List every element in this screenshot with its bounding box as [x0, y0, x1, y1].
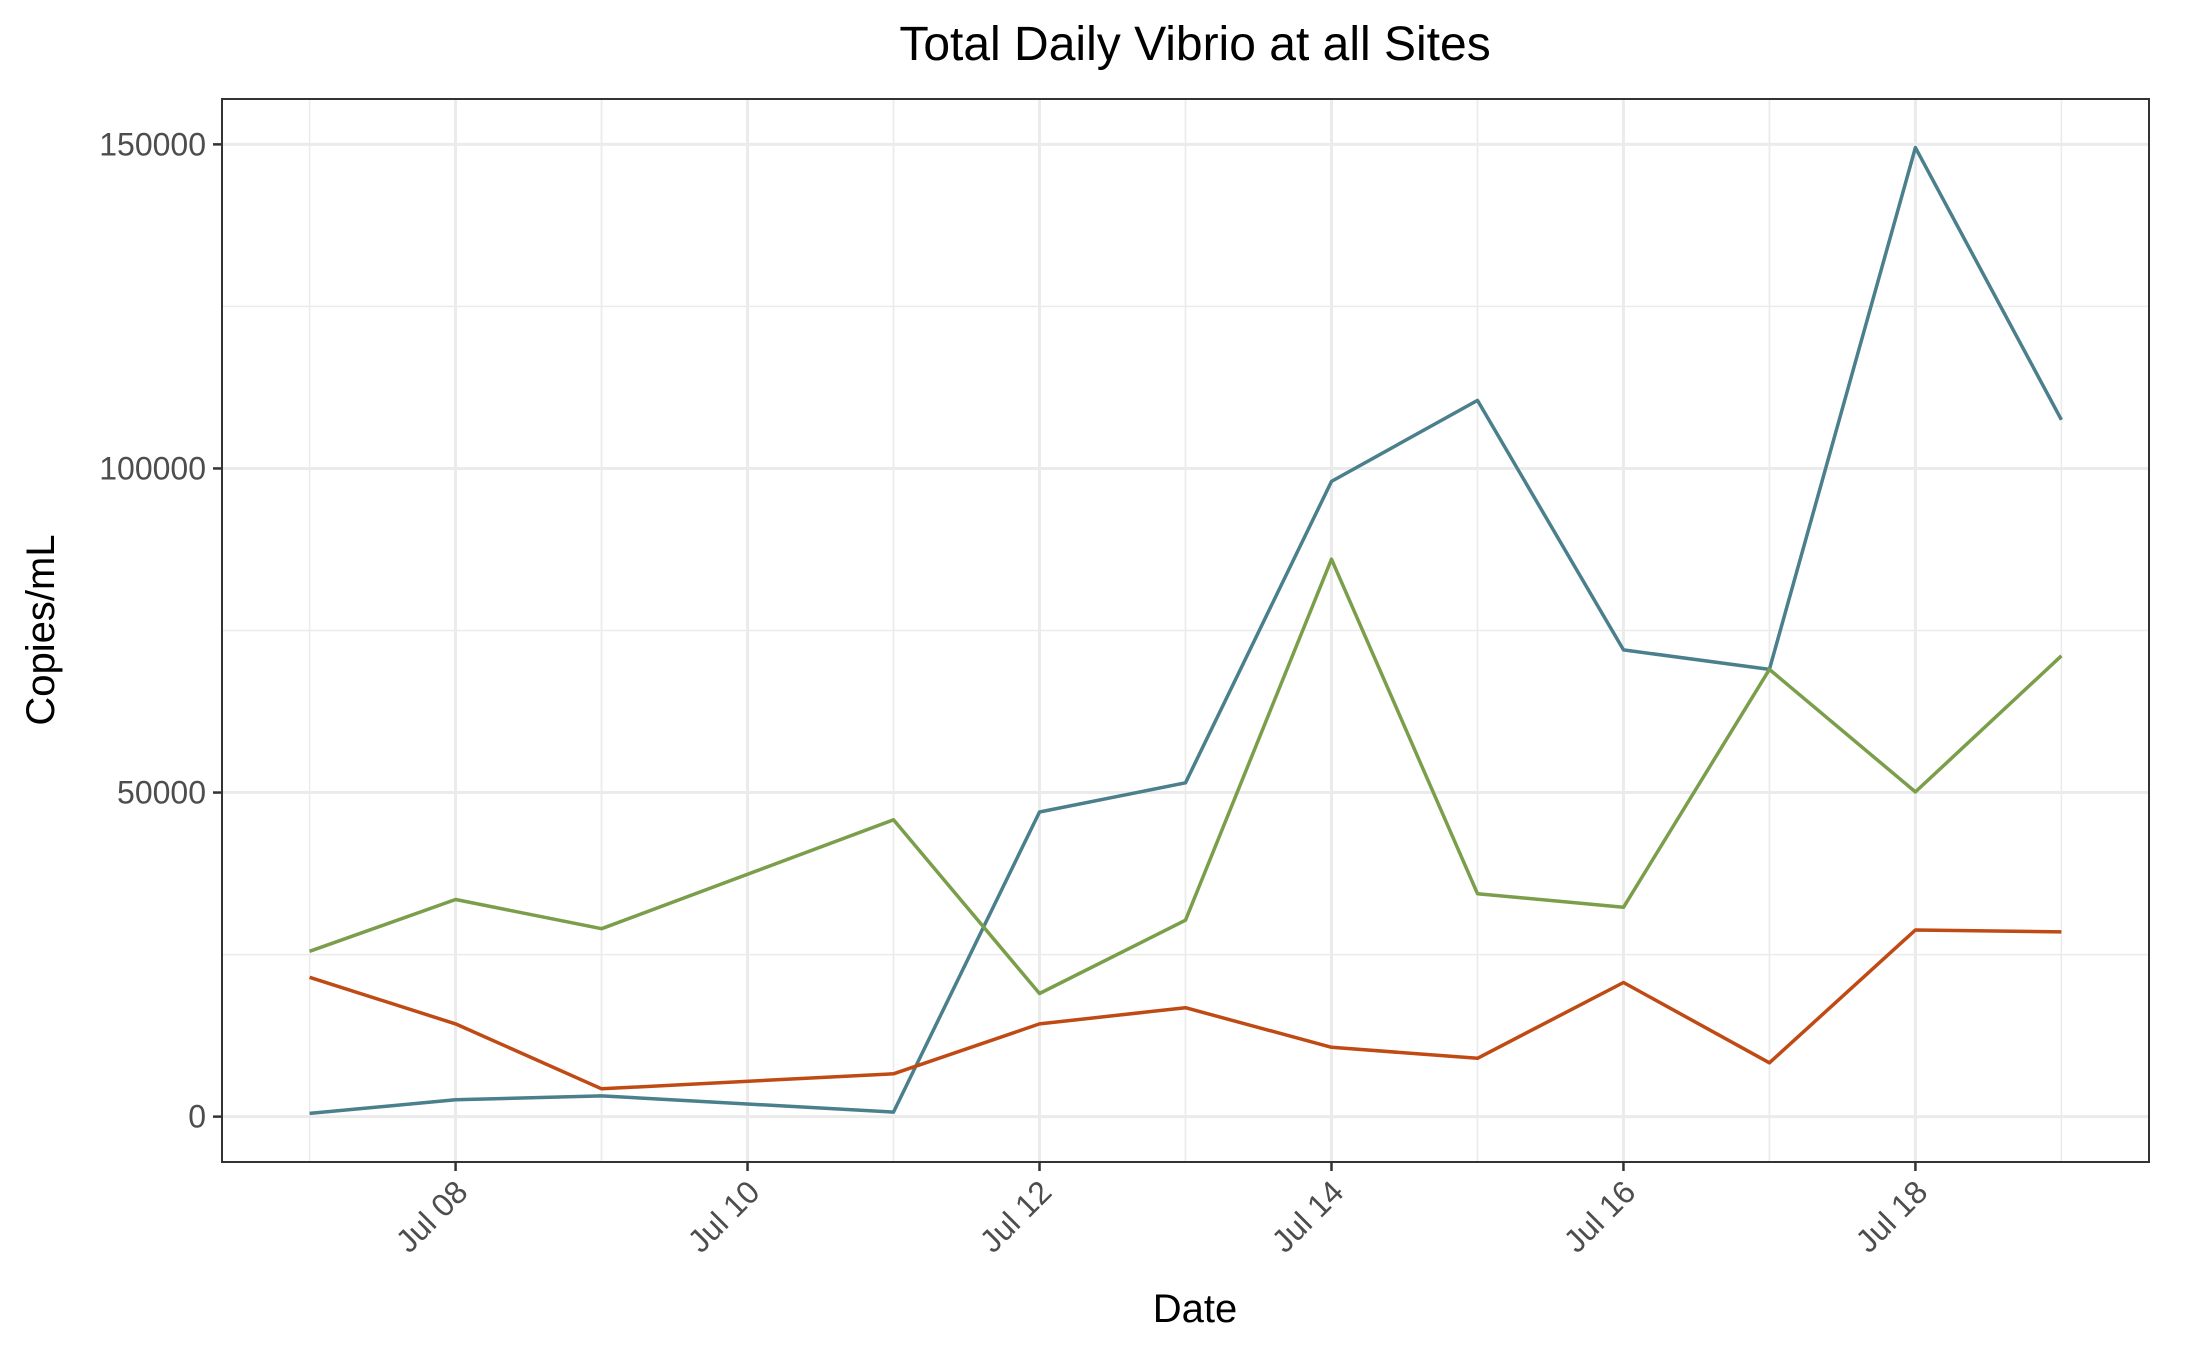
x-axis: Jul 08 Jul 10 Jul 12 Jul 14 Jul 16 Jul 18	[389, 1162, 1935, 1259]
series-line-1	[309, 145, 2063, 1116]
x-tick-label: Jul 08	[389, 1173, 475, 1259]
series-line-2	[309, 557, 2063, 996]
series-line-3	[309, 928, 2062, 1091]
y-tick-label: 100000	[99, 450, 206, 486]
x-tick-label: Jul 10	[681, 1173, 767, 1259]
x-tick-label: Jul 14	[1265, 1173, 1351, 1259]
y-axis-title: Copies/mL	[19, 534, 63, 725]
plot-panel	[221, 98, 2150, 1163]
y-tick-label: 0	[188, 1099, 206, 1135]
grid	[222, 99, 2149, 1162]
series-lines	[309, 145, 2063, 1116]
y-tick-label: 50000	[117, 775, 206, 811]
y-tick-label: 150000	[99, 126, 206, 162]
x-tick-label: Jul 16	[1557, 1173, 1643, 1259]
y-axis: 0 50000 100000 150000	[99, 126, 222, 1135]
x-tick-label: Jul 12	[973, 1173, 1059, 1259]
chart-title: Total Daily Vibrio at all Sites	[899, 18, 1490, 71]
x-tick-label: Jul 18	[1849, 1173, 1935, 1259]
x-axis-title: Date	[1153, 1287, 1238, 1331]
